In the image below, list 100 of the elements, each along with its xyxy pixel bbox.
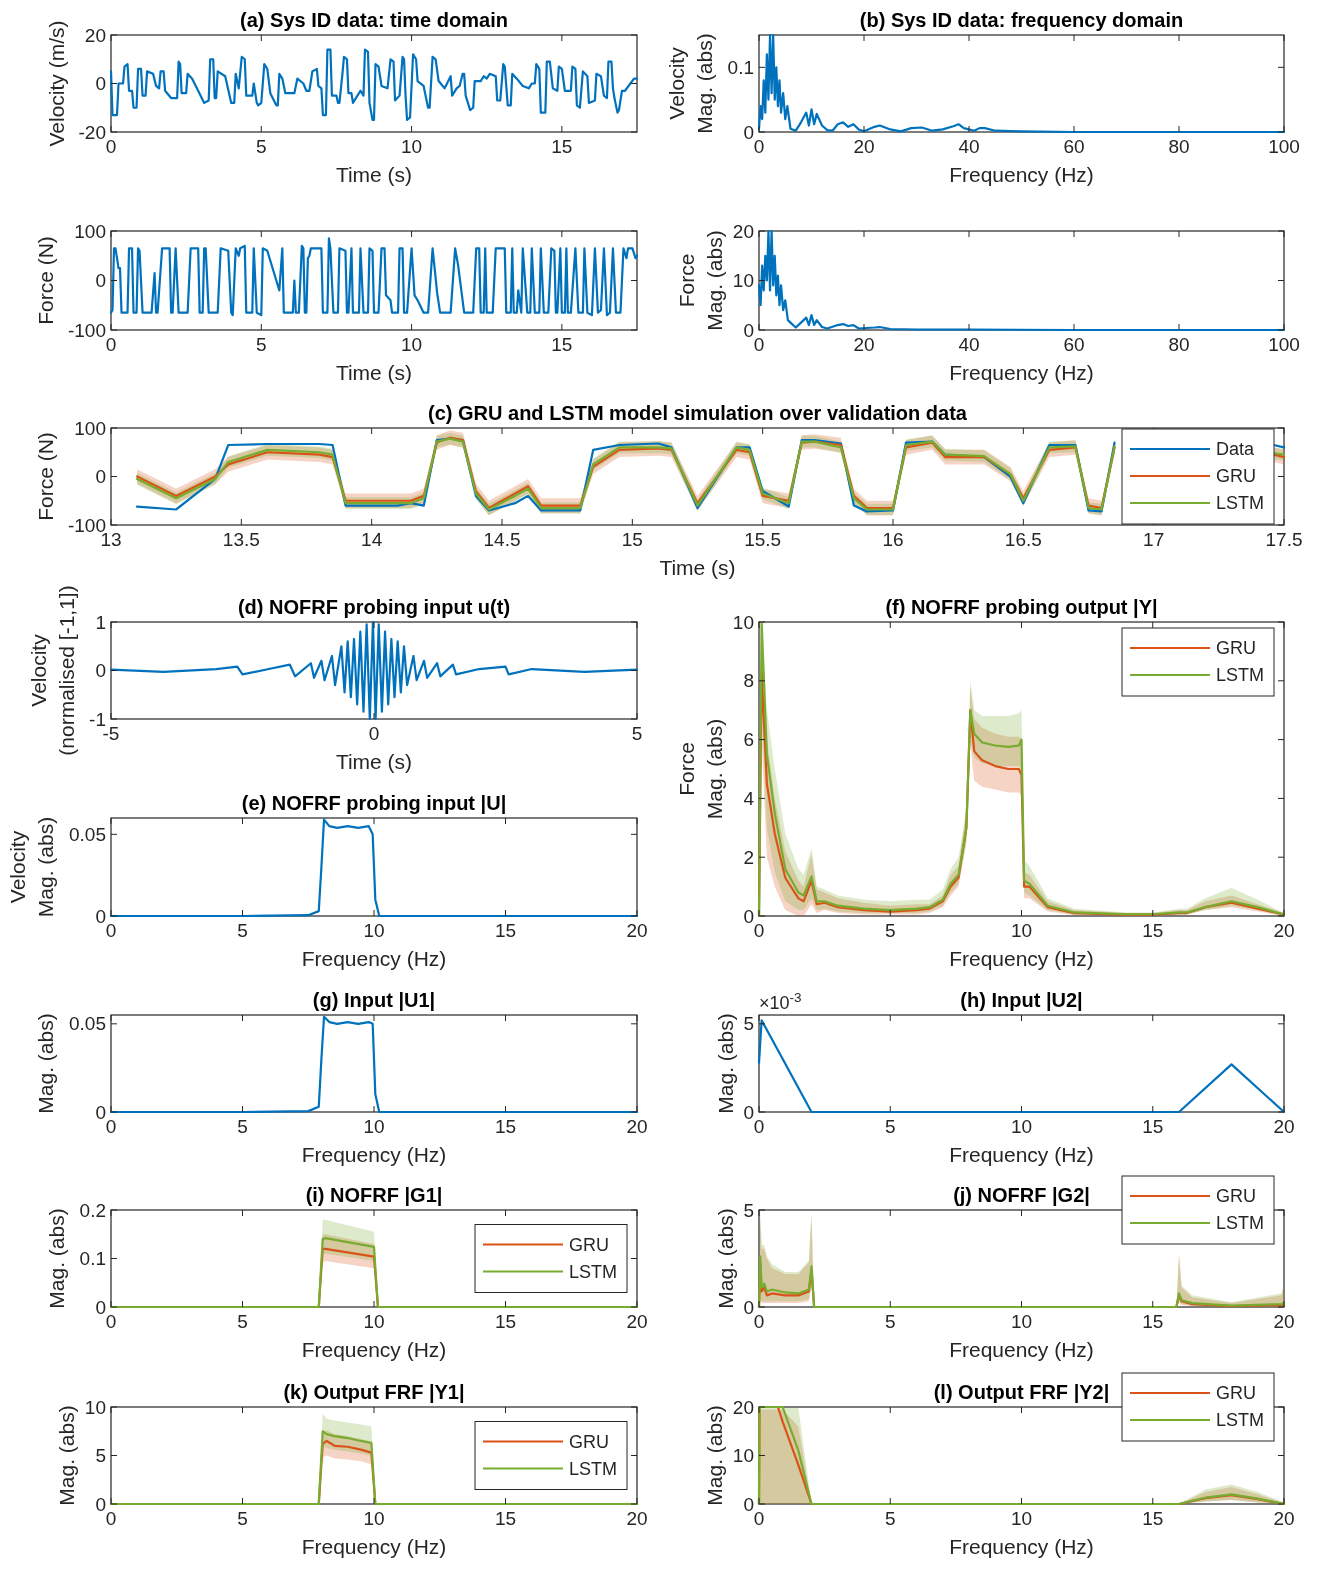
x-tick-label: 15 <box>551 136 573 157</box>
legend-label: GRU <box>1216 1383 1256 1404</box>
chart-title: (g) Input |U1| <box>312 989 436 1011</box>
y-tick-label: 5 <box>95 1445 106 1467</box>
legend-label: LSTM <box>569 1458 618 1479</box>
line-series <box>109 237 639 317</box>
x-tick-label: 40 <box>958 136 980 157</box>
legend-label: LSTM <box>569 1261 618 1282</box>
x-tick-label: 15 <box>494 1116 517 1137</box>
x-tick-label: 10 <box>1010 920 1033 941</box>
legend-label: Data <box>1216 439 1256 460</box>
x-tick-label: 15 <box>1142 1508 1164 1529</box>
y-axis-title: Force (N) <box>34 432 57 521</box>
y-tick-label: 4 <box>743 788 755 810</box>
x-axis-title: Frequency (Hz) <box>949 947 1094 970</box>
x-tick-label: 100 <box>1268 136 1300 157</box>
x-tick-label: 15 <box>494 1508 517 1529</box>
y-axis-title: Mag. (abs) <box>703 1405 726 1506</box>
y-tick-label: 0 <box>95 1493 106 1515</box>
x-axis-title: Frequency (Hz) <box>301 1535 447 1558</box>
y-tick-label: 0 <box>743 121 754 143</box>
x-tick-label: 5 <box>256 136 267 157</box>
y-axis-title: Force Mag. (abs) <box>675 230 726 331</box>
y-tick-label: 100 <box>74 417 106 439</box>
x-tick-label: 5 <box>237 1311 248 1332</box>
x-tick-label: 15 <box>494 920 517 941</box>
x-tick-label: 10 <box>363 1311 385 1332</box>
x-axis-title: Frequency (Hz) <box>949 1143 1094 1166</box>
y-axis-title: Mag. (abs) <box>713 1013 737 1114</box>
x-tick-label: 15 <box>1142 920 1164 941</box>
x-tick-label: 60 <box>1063 136 1085 157</box>
x-tick-label: 40 <box>958 334 980 355</box>
x-tick-label: 20 <box>1273 1116 1295 1137</box>
x-tick-label: 5 <box>631 723 643 744</box>
x-axis-title: Time (s) <box>335 750 413 773</box>
x-axis-title: Time (s) <box>335 361 413 384</box>
x-tick-label: 20 <box>626 1311 648 1332</box>
x-tick-label: 20 <box>626 1116 648 1137</box>
line-series <box>109 620 639 721</box>
x-tick-label: 13.5 <box>222 529 260 550</box>
x-tick-label: 5 <box>237 920 248 941</box>
x-tick-label: 15 <box>551 334 573 355</box>
x-tick-label: 16.5 <box>1004 529 1042 550</box>
x-tick-label: 5 <box>884 1116 896 1137</box>
x-axis-title: Frequency (Hz) <box>949 1535 1094 1558</box>
x-tick-label: 15 <box>494 1311 517 1332</box>
x-tick-label: 14 <box>361 529 383 550</box>
x-tick-label: 20 <box>853 334 875 355</box>
x-axis-title: Frequency (Hz) <box>301 1338 447 1361</box>
y-tick-label: 0 <box>95 1296 106 1318</box>
x-tick-label: 10 <box>363 1508 385 1529</box>
y-axis-title: Mag. (abs) <box>55 1405 78 1506</box>
y-tick-label: 20 <box>84 24 106 46</box>
y-axis-title: Velocity Mag. (abs) <box>6 816 57 918</box>
x-axis-title: Frequency (Hz) <box>949 1338 1094 1361</box>
x-axis-title: Time (s) <box>335 163 413 186</box>
x-tick-label: 20 <box>1273 920 1295 941</box>
x-tick-label: 80 <box>1168 136 1190 157</box>
y-tick-label: 0.2 <box>79 1199 106 1221</box>
x-axis-title: Frequency (Hz) <box>949 163 1094 186</box>
y-tick-label: 0.05 <box>69 1013 106 1035</box>
x-axis-title: Frequency (Hz) <box>301 1143 447 1166</box>
text: ×10$^{-3}$ <box>759 989 802 1013</box>
legend-label: GRU <box>1216 1186 1256 1207</box>
chart-title: (j) NOFRF |G2| <box>953 1184 1090 1206</box>
x-tick-label: 5 <box>884 1508 896 1529</box>
y-tick-label: 10 <box>732 270 754 292</box>
y-tick-label: 0 <box>743 1296 754 1318</box>
line-series <box>757 229 1286 332</box>
y-tick-label: 0 <box>95 466 106 488</box>
y-axis-title: Mag. (abs) <box>713 1208 737 1309</box>
y-tick-label: -100 <box>67 319 106 341</box>
x-tick-label: 5 <box>237 1116 248 1137</box>
x-tick-label: 20 <box>626 920 648 941</box>
y-tick-label: 0.1 <box>79 1248 106 1270</box>
x-tick-label: 15 <box>1142 1116 1164 1137</box>
chart-title: (c) GRU and LSTM model simulation over validation data <box>428 402 968 424</box>
legend-label: LSTM <box>1216 665 1265 686</box>
x-axis-title: Frequency (Hz) <box>301 947 447 970</box>
line-series <box>109 48 639 121</box>
y-tick-label: -20 <box>78 121 106 143</box>
x-tick-label: 20 <box>1273 1311 1295 1332</box>
x-tick-label: 10 <box>363 1116 385 1137</box>
x-tick-label: 10 <box>401 136 423 157</box>
x-tick-label: 16 <box>882 529 904 550</box>
chart-title: (b) Sys ID data: frequency domain <box>859 9 1184 31</box>
x-tick-label: 5 <box>256 334 267 355</box>
y-tick-label: 0 <box>95 73 106 95</box>
x-tick-label: 5 <box>884 920 896 941</box>
y-tick-label: 0 <box>743 1101 754 1123</box>
y-tick-label: 0 <box>743 319 754 341</box>
chart-title: (h) Input |U2| <box>960 989 1083 1011</box>
x-tick-label: 60 <box>1063 334 1085 355</box>
chart-title: (d) NOFRF probing input u(t) <box>237 596 511 618</box>
x-tick-label: 20 <box>1273 1508 1295 1529</box>
y-tick-label: 0 <box>95 905 106 927</box>
y-tick-label: 10 <box>84 1396 106 1418</box>
chart-title: (k) Output FRF |Y1| <box>283 1381 465 1403</box>
legend-label: GRU <box>569 1431 609 1452</box>
y-axis-title: Mag. (abs) <box>44 1208 68 1309</box>
